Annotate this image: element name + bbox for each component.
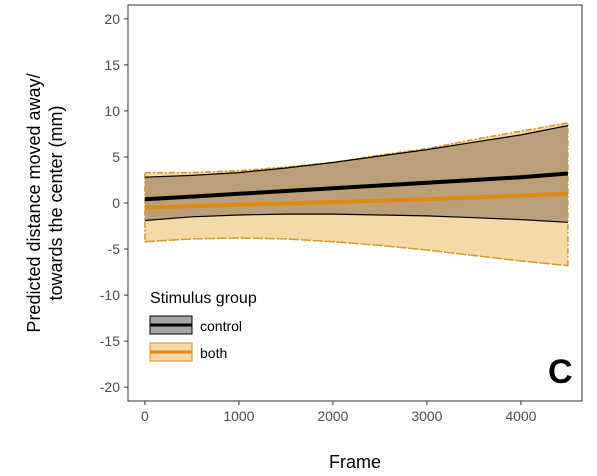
y-tick-label: -15 <box>100 333 120 349</box>
y-tick-label: -5 <box>108 241 121 257</box>
band-lower-control <box>144 213 568 223</box>
legend-label-control: control <box>200 318 242 334</box>
panel-border <box>127 4 583 402</box>
legend-key-both <box>149 342 193 362</box>
y-tick-label: -20 <box>100 379 120 395</box>
y-tick-label: 10 <box>104 103 120 119</box>
band-upper-control <box>144 125 569 178</box>
mean-line-control <box>144 171 569 202</box>
legend-key-control <box>149 315 193 335</box>
y-tick-label: 20 <box>104 11 120 27</box>
x-tick-label: 3000 <box>411 408 442 424</box>
mean-lines <box>144 122 569 267</box>
x-tick-label: 1000 <box>223 408 254 424</box>
panel-label: C <box>548 353 573 391</box>
y-tick-label: 5 <box>112 149 120 165</box>
legend: Stimulus group control both <box>149 290 257 362</box>
x-tick-label: 0 <box>141 408 149 424</box>
y-axis-title-line1: Predicted distance moved away/ <box>24 73 44 332</box>
mean-line-both <box>144 191 568 210</box>
axes: -20 -15 -10 -5 0 5 10 15 20 0 1000 2000 3000 4000 <box>100 11 537 424</box>
band-lower-both <box>144 237 568 267</box>
legend-title: Stimulus group <box>150 290 257 307</box>
y-tick-label: 0 <box>112 195 120 211</box>
x-tick-label: 2000 <box>317 408 348 424</box>
y-tick-label: -10 <box>100 287 120 303</box>
y-axis-title-line2: towards the center (mm) <box>46 105 66 300</box>
y-tick-label: 15 <box>104 57 120 73</box>
x-axis-title: Frame <box>329 452 381 472</box>
x-tick-label: 4000 <box>505 408 536 424</box>
legend-label-both: both <box>200 345 227 361</box>
